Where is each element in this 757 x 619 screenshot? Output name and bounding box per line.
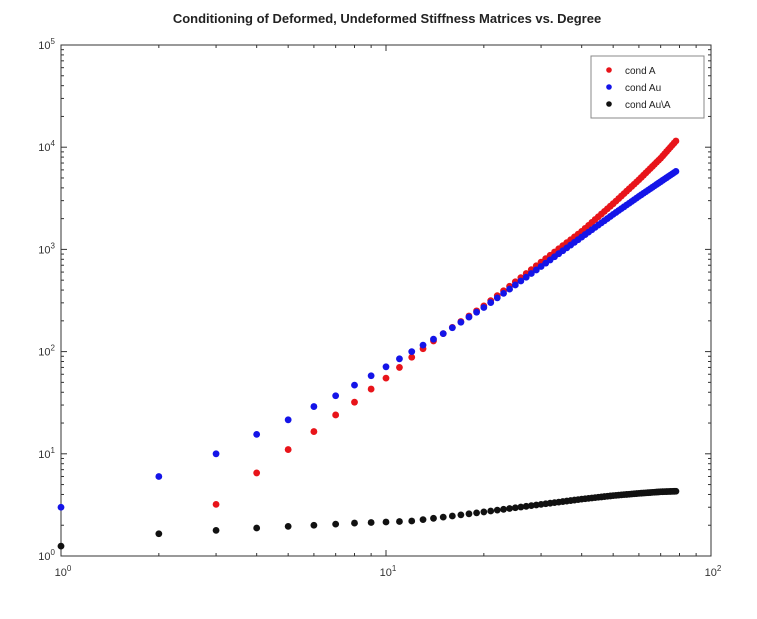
chart-title: Conditioning of Deformed, Undeformed Sti… <box>173 11 601 26</box>
data-point <box>480 304 488 311</box>
data-point <box>382 518 390 526</box>
data-point <box>57 542 65 550</box>
data-point <box>212 450 220 458</box>
data-point <box>332 392 340 400</box>
data-point <box>367 372 375 380</box>
data-point <box>457 511 465 519</box>
data-point <box>382 363 390 371</box>
chart-marks <box>57 137 680 550</box>
data-point <box>430 514 437 522</box>
data-point <box>517 503 525 511</box>
data-point <box>310 403 318 410</box>
data-point <box>310 428 318 435</box>
data-point <box>253 430 261 438</box>
x-tick-label: 102 <box>705 564 722 579</box>
data-point <box>419 516 427 524</box>
x-tick-label: 101 <box>380 564 397 579</box>
data-point <box>382 374 390 382</box>
legend-label: cond A <box>625 66 656 77</box>
data-point <box>212 500 220 508</box>
data-point <box>465 510 473 518</box>
data-point <box>351 398 358 406</box>
data-point <box>253 469 261 477</box>
data-point <box>672 137 680 145</box>
data-point <box>439 513 447 521</box>
legend-marker <box>606 67 612 73</box>
data-point <box>480 508 488 516</box>
data-point <box>419 341 427 349</box>
data-point <box>367 385 375 393</box>
axis-ticks: 100 101 102 100 101 102 103 104 105 <box>38 37 722 579</box>
data-point <box>473 509 480 517</box>
data-point <box>284 522 292 530</box>
data-point <box>408 348 416 355</box>
data-point <box>284 416 292 424</box>
y-tick-label: 102 <box>38 344 55 359</box>
y-tick-label: 104 <box>38 139 55 154</box>
x-tick-label: 100 <box>55 564 72 579</box>
data-point <box>493 294 501 302</box>
data-point <box>253 524 261 532</box>
data-point <box>396 518 403 525</box>
y-tick-label: 103 <box>38 241 55 256</box>
data-point <box>396 364 403 371</box>
series-1 <box>57 167 680 511</box>
data-point <box>332 520 340 528</box>
data-point <box>473 308 480 316</box>
y-tick-label: 101 <box>38 446 55 461</box>
data-point <box>672 167 680 175</box>
data-point <box>465 313 473 321</box>
data-point <box>672 487 680 495</box>
data-point <box>532 266 540 274</box>
data-point <box>367 519 375 526</box>
data-point <box>517 277 525 285</box>
data-point <box>212 527 220 534</box>
data-point <box>527 270 535 277</box>
data-point <box>487 507 495 515</box>
data-point <box>506 285 513 293</box>
legend-marker <box>606 84 612 90</box>
data-point <box>408 517 416 525</box>
data-point <box>408 353 416 361</box>
data-point <box>284 446 292 453</box>
data-point <box>351 519 358 527</box>
data-point <box>155 473 163 480</box>
series-2 <box>57 487 680 550</box>
data-point <box>522 502 530 510</box>
data-point <box>439 330 447 338</box>
plot-area-frame <box>60 44 712 557</box>
data-point <box>506 505 513 512</box>
data-point <box>527 502 535 510</box>
data-point <box>351 381 358 389</box>
data-point <box>511 281 519 289</box>
data-point <box>448 324 456 332</box>
y-tick-label: 105 <box>38 37 55 52</box>
data-point <box>511 504 519 512</box>
data-point <box>457 318 465 326</box>
data-point <box>430 335 437 343</box>
data-point <box>487 299 495 306</box>
data-point <box>522 273 530 281</box>
legend: cond A cond Au cond Au\A <box>590 55 705 119</box>
data-point <box>310 521 318 529</box>
data-point <box>396 355 403 363</box>
data-point <box>448 512 456 520</box>
data-point <box>57 503 65 511</box>
legend-label: cond Au\A <box>625 100 671 111</box>
data-point <box>332 411 340 419</box>
data-point <box>155 530 163 538</box>
data-point <box>493 506 501 514</box>
legend-marker <box>606 101 612 107</box>
legend-label: cond Au <box>625 83 661 94</box>
y-tick-label: 100 <box>38 548 55 563</box>
data-point <box>500 505 507 513</box>
data-point <box>500 289 507 297</box>
